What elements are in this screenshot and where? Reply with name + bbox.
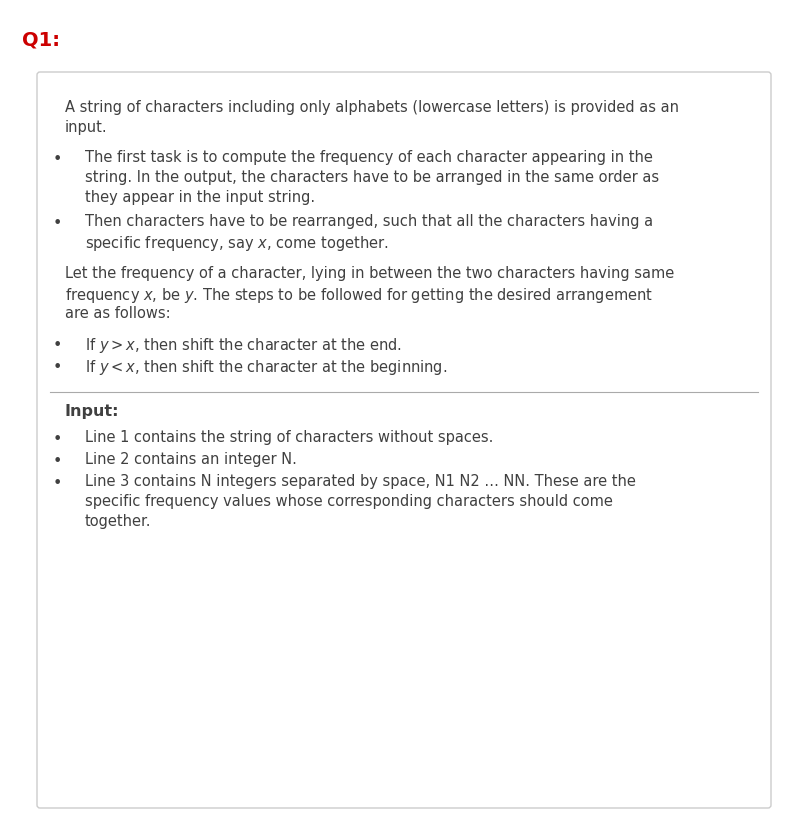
Text: together.: together. xyxy=(85,514,152,529)
Text: •: • xyxy=(53,338,62,353)
Text: Then characters have to be rearranged, such that all the characters having a: Then characters have to be rearranged, s… xyxy=(85,214,653,229)
Text: Q1:: Q1: xyxy=(22,30,60,49)
Text: are as follows:: are as follows: xyxy=(65,306,171,321)
Text: •: • xyxy=(53,152,62,167)
Text: frequency $x$, be $y$. The steps to be followed for getting the desired arrangem: frequency $x$, be $y$. The steps to be f… xyxy=(65,286,653,305)
Text: A string of characters including only alphabets (lowercase letters) is provided : A string of characters including only al… xyxy=(65,100,679,115)
Text: specific frequency, say $x$, come together.: specific frequency, say $x$, come togeth… xyxy=(85,234,389,253)
Text: •: • xyxy=(53,476,62,491)
Text: input.: input. xyxy=(65,120,107,135)
Text: Line 3 contains N integers separated by space, N1 N2 … NN. These are the: Line 3 contains N integers separated by … xyxy=(85,474,636,489)
Text: Line 2 contains an integer N.: Line 2 contains an integer N. xyxy=(85,452,297,467)
FancyBboxPatch shape xyxy=(37,72,771,808)
Text: string. In the output, the characters have to be arranged in the same order as: string. In the output, the characters ha… xyxy=(85,170,659,185)
Text: •: • xyxy=(53,216,62,231)
Text: The first task is to compute the frequency of each character appearing in the: The first task is to compute the frequen… xyxy=(85,150,653,165)
Text: specific frequency values whose corresponding characters should come: specific frequency values whose correspo… xyxy=(85,494,613,509)
Text: •: • xyxy=(53,454,62,469)
Text: Let the frequency of a character, lying in between the two characters having sam: Let the frequency of a character, lying … xyxy=(65,266,674,281)
Text: Input:: Input: xyxy=(65,404,119,419)
Text: If $y > x$, then shift the character at the end.: If $y > x$, then shift the character at … xyxy=(85,336,402,355)
Text: If $y < x$, then shift the character at the beginning.: If $y < x$, then shift the character at … xyxy=(85,358,448,377)
Text: Line 1 contains the string of characters without spaces.: Line 1 contains the string of characters… xyxy=(85,430,494,445)
Text: •: • xyxy=(53,432,62,447)
Text: •: • xyxy=(53,360,62,375)
Text: they appear in the input string.: they appear in the input string. xyxy=(85,190,315,205)
